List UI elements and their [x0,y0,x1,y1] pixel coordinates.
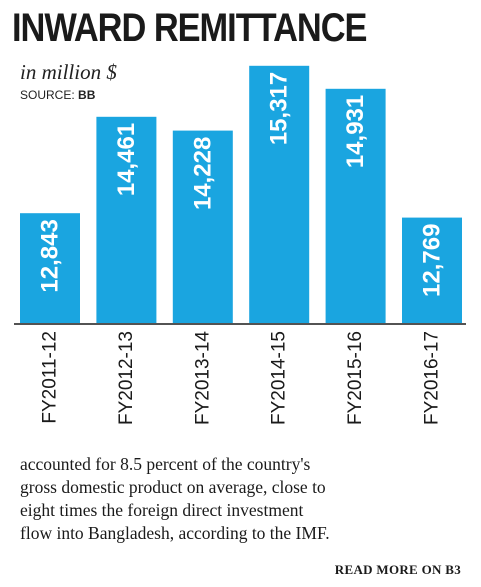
bar-chart: 12,843 FY2011-12 14,461 FY2012-13 14,228 FY20… [14,65,466,425]
article-line: accounted for 8.5 percent of the country… [20,454,311,474]
bar-fy2016-17 [402,217,462,323]
category-tick-label: FY2011-12 [40,331,61,424]
article-text: accounted for 8.5 percent of the country… [20,453,462,545]
bar-value-label: 12,769 [419,224,446,297]
read-more-link[interactable]: READ MORE ON B3 [334,562,461,577]
chart-subtitle: in million $ [20,60,117,84]
category-tick-label: FY2014-15 [269,331,290,425]
source-label: SOURCE: [20,88,75,102]
source-value: BB [78,88,96,102]
bar-fy2014-15 [249,65,310,324]
article-line: gross domestic product on average, close… [20,477,326,497]
category-tick-label: FY2016-17 [422,331,443,425]
source-line: SOURCE: BB [20,88,95,102]
bar-fy2011-12 [20,213,80,323]
bar-value-label: 14,228 [189,137,216,210]
bar-value-label: 14,931 [342,95,369,168]
article-line: eight times the foreign direct investmen… [20,500,304,520]
bar-fy2013-14 [172,130,233,323]
chart-title: INWARD REMITTANCE [12,6,368,50]
category-tick-label: FY2013-14 [192,331,213,425]
bar-value-label: 12,843 [37,219,64,292]
bar-value-label: 14,461 [113,123,140,196]
bar-fy2015-16 [325,88,386,323]
bar-fy2012-13 [96,116,157,323]
category-tick-label: FY2015-16 [345,331,366,425]
article-line: flow into Bangladesh, according to the I… [20,523,330,543]
bar-value-label: 15,317 [266,72,293,145]
category-tick-label: FY2012-13 [116,331,137,425]
